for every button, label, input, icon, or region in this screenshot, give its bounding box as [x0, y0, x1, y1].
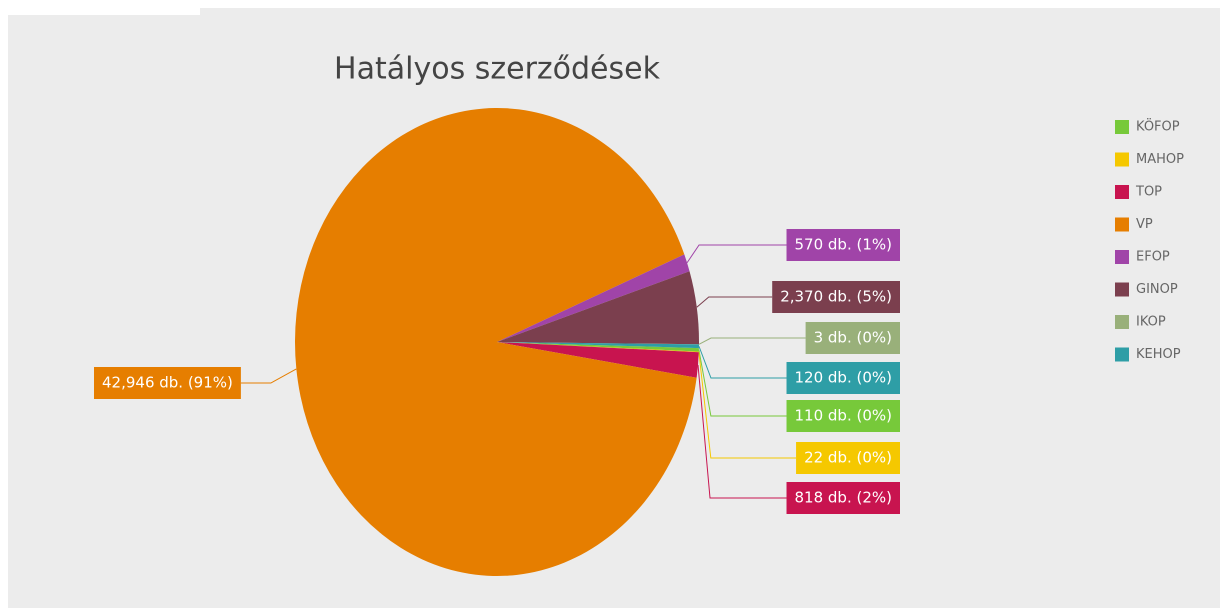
legend-label: KÖFOP: [1136, 118, 1180, 135]
legend-label: KEHOP: [1136, 347, 1181, 362]
pie-slice: [497, 254, 690, 342]
data-label-box: [786, 482, 900, 514]
background: [200, 8, 1220, 18]
pie-slice: [497, 342, 699, 378]
data-label-box: [796, 442, 900, 474]
data-label-text: 3 db. (0%): [814, 329, 892, 347]
chart-title: Hatályos szerződések: [334, 52, 661, 87]
pie-slice: [497, 342, 699, 349]
leader-line: [698, 337, 806, 345]
data-label-text: 42,946 db. (91%): [102, 374, 233, 392]
leader-line: [697, 364, 787, 499]
data-label: 110 db. (0%): [786, 400, 900, 432]
legend-swatch: [1115, 347, 1129, 362]
legend-label: MAHOP: [1136, 152, 1184, 167]
data-label-text: 120 db. (0%): [795, 369, 892, 387]
data-label-text: 2,370 db. (5%): [780, 288, 892, 306]
legend-swatch: [1115, 120, 1129, 134]
legend-swatch: [1115, 315, 1129, 329]
data-label-text: 570 db. (1%): [795, 236, 892, 254]
leader-line: [698, 346, 787, 379]
data-label-box: [786, 229, 900, 261]
legend-swatch: [1115, 282, 1129, 297]
leader-line: [686, 244, 787, 264]
data-label-text: 818 db. (2%): [795, 489, 892, 507]
data-label: 2,370 db. (5%): [772, 281, 900, 313]
legend-swatch: [1115, 152, 1129, 167]
data-label: 3 db. (0%): [805, 322, 900, 354]
data-label-box: [786, 400, 900, 432]
legend-label: TOP: [1135, 185, 1162, 200]
data-label: 120 db. (0%): [786, 362, 900, 394]
legend-swatch: [1115, 217, 1129, 232]
data-label: 818 db. (2%): [786, 482, 900, 514]
legend-label: GINOP: [1136, 282, 1178, 297]
legend-swatch: [1115, 185, 1129, 199]
data-label-box: [772, 281, 900, 313]
pie-slice: [294, 108, 697, 577]
leader-line: [698, 349, 787, 417]
data-label: 42,946 db. (91%): [94, 367, 241, 399]
pie-slice: [497, 342, 699, 345]
data-label-box: [94, 367, 241, 399]
pie-slice: [497, 342, 699, 352]
legend-label: EFOP: [1136, 250, 1170, 265]
leader-line: [696, 296, 773, 308]
data-label: 22 db. (0%): [796, 442, 900, 474]
data-label-box: [805, 322, 900, 354]
data-label: 570 db. (1%): [786, 229, 900, 261]
legend-swatch: [1115, 250, 1129, 264]
data-label-box: [786, 362, 900, 394]
pie-slice: [497, 342, 699, 353]
pie-slice: [497, 271, 700, 345]
legend-label: VP: [1136, 217, 1153, 232]
leader-line: [698, 351, 797, 459]
leader-line: [240, 368, 297, 384]
legend-label: IKOP: [1136, 315, 1166, 330]
data-label-text: 22 db. (0%): [804, 449, 892, 467]
data-label-text: 110 db. (0%): [795, 407, 892, 425]
